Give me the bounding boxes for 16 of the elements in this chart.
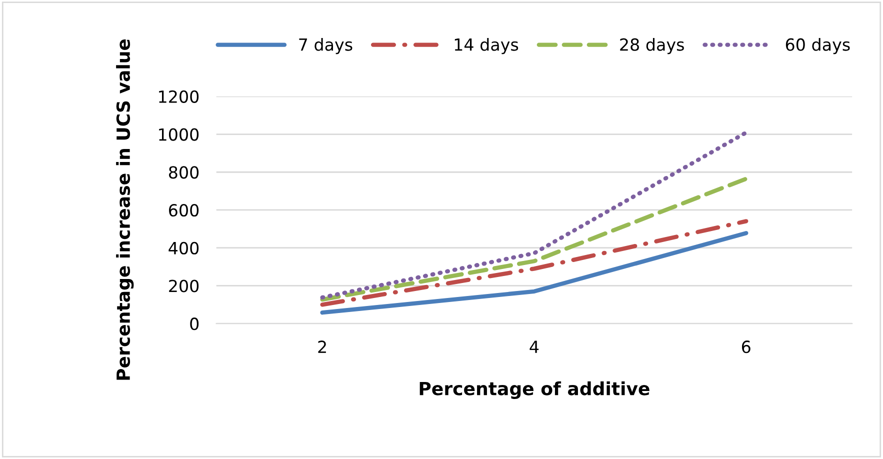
y-tick-label: 1200 [159, 90, 199, 103]
x-axis-title: Percentage of additive [420, 381, 650, 400]
legend-label: 14 days [454, 38, 518, 54]
y-tick-label: 400 [168, 242, 199, 254]
x-tick-label: 2 [318, 340, 326, 353]
y-tick-label: 200 [169, 280, 199, 292]
legend-label: 28 days [620, 38, 684, 54]
y-tick-label: 0 [190, 318, 199, 330]
y-tick-label: 1000 [159, 128, 199, 141]
x-tick-label: 6 [742, 340, 750, 354]
y-tick-label: 800 [168, 166, 199, 179]
y-axis-title: Percentage increase in UCS value [116, 39, 134, 380]
legend-label: 60 days [786, 38, 850, 54]
x-tick-label: 4 [530, 340, 539, 353]
y-tick-label: 600 [169, 204, 199, 217]
legend-label: 7 days [299, 38, 352, 54]
